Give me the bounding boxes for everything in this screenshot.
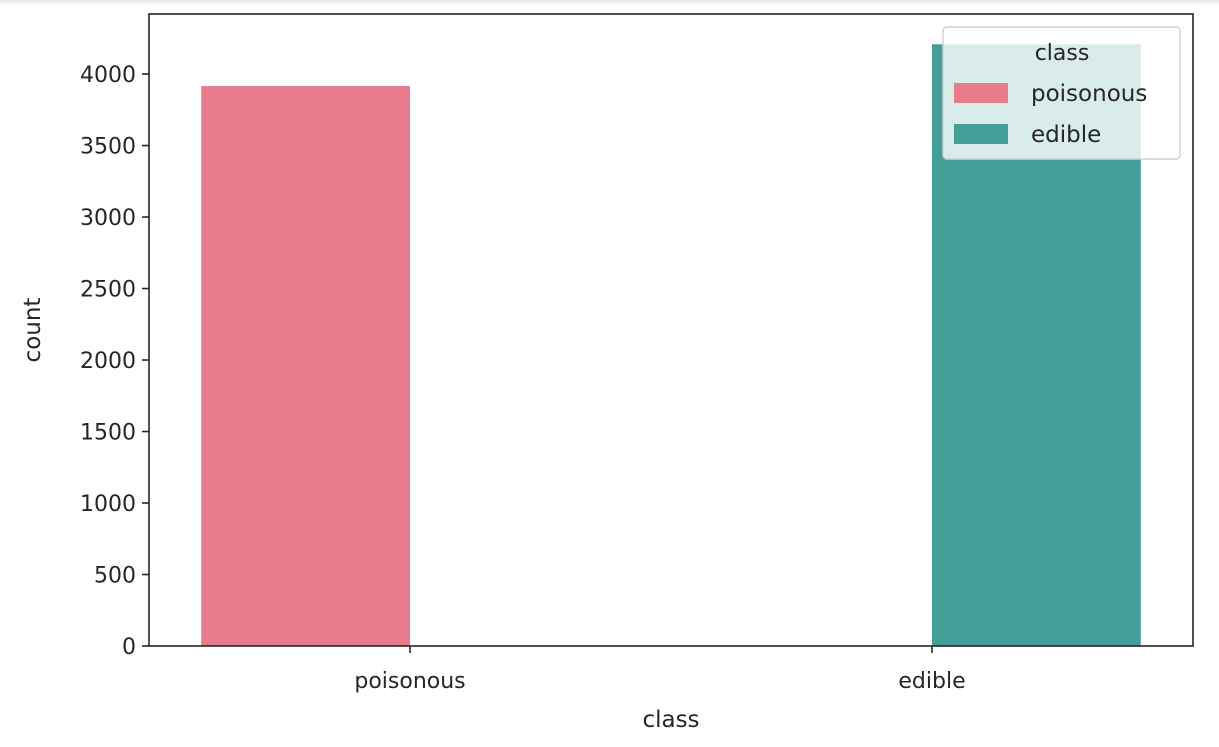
ticks-layer: 0 500 1000 1500 2000 2500 3000 3500 4000 poisonou… xyxy=(80,63,966,694)
legend-title: class xyxy=(1035,41,1090,66)
y-tick-label: 3500 xyxy=(80,135,136,160)
y-tick-label: 0 xyxy=(122,635,136,660)
y-tick-label: 500 xyxy=(94,564,136,589)
y-tick-label: 1500 xyxy=(80,421,136,446)
legend-label-poisonous: poisonous xyxy=(1031,81,1147,107)
plot-frame xyxy=(148,13,1194,647)
y-tick-label: 3000 xyxy=(80,206,136,231)
bar-poisonous-poisonous xyxy=(201,86,410,646)
y-tick-label: 4000 xyxy=(80,63,136,88)
legend-swatch-poisonous xyxy=(954,83,1008,103)
top-shadow xyxy=(0,0,1219,6)
x-tick-label: edible xyxy=(898,669,965,694)
legend: class poisonous edible xyxy=(942,26,1181,160)
y-tick-label: 1000 xyxy=(80,492,136,517)
x-tick-label: poisonous xyxy=(354,669,465,694)
y-tick-label: 2500 xyxy=(80,278,136,303)
x-axis-label: class xyxy=(642,707,699,733)
y-axis-label: count xyxy=(20,298,46,363)
y-tick-label: 2000 xyxy=(80,349,136,374)
legend-label-edible: edible xyxy=(1031,122,1101,148)
legend-swatch-edible xyxy=(954,124,1008,144)
